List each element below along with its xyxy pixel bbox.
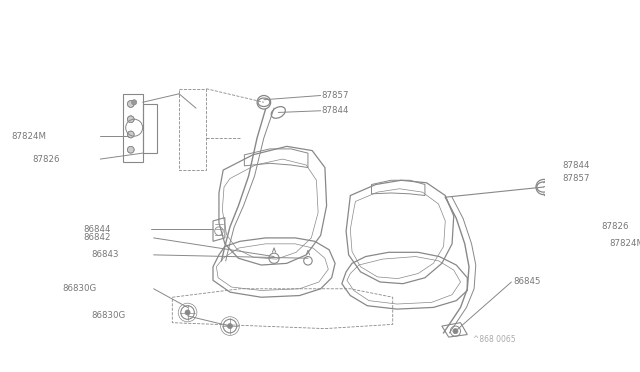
Text: ^868 0065: ^868 0065 bbox=[473, 334, 516, 344]
Text: 86842: 86842 bbox=[83, 233, 111, 243]
Text: 87857: 87857 bbox=[321, 91, 349, 100]
Circle shape bbox=[132, 100, 137, 105]
Circle shape bbox=[564, 255, 571, 262]
Text: 87844: 87844 bbox=[321, 106, 349, 115]
Circle shape bbox=[564, 270, 571, 277]
Circle shape bbox=[127, 100, 134, 108]
Circle shape bbox=[564, 221, 571, 228]
Circle shape bbox=[127, 131, 134, 138]
Text: 86830G: 86830G bbox=[92, 311, 126, 320]
Text: 86845: 86845 bbox=[513, 278, 541, 286]
Text: 87844: 87844 bbox=[563, 160, 589, 170]
Text: 87826: 87826 bbox=[601, 222, 628, 231]
Circle shape bbox=[185, 310, 190, 315]
Circle shape bbox=[127, 116, 134, 123]
Text: 87857: 87857 bbox=[563, 174, 589, 183]
Text: 87824M: 87824M bbox=[12, 132, 46, 141]
Circle shape bbox=[453, 328, 458, 334]
Text: 87826: 87826 bbox=[33, 155, 60, 164]
Circle shape bbox=[564, 238, 571, 245]
Circle shape bbox=[227, 324, 232, 328]
Text: 86830G: 86830G bbox=[62, 284, 97, 293]
Circle shape bbox=[127, 146, 134, 153]
Text: 87824M: 87824M bbox=[610, 239, 640, 248]
Text: 86843: 86843 bbox=[92, 250, 119, 259]
Text: 86844: 86844 bbox=[83, 225, 111, 234]
